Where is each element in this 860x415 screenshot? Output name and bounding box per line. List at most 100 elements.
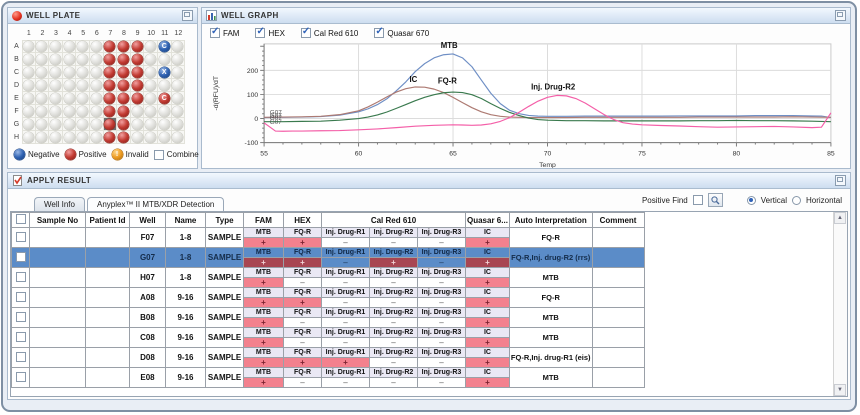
result-cell[interactable]: + bbox=[369, 257, 418, 268]
tab-anyplex-detection[interactable]: Anyplex™ II MTB/XDR Detection bbox=[86, 197, 225, 211]
well-D12-empty[interactable] bbox=[172, 79, 184, 91]
well-B11-empty[interactable] bbox=[158, 53, 170, 65]
row-checkbox[interactable] bbox=[15, 371, 26, 382]
plate-cell-G11[interactable] bbox=[157, 118, 172, 131]
type-cell[interactable]: SAMPLE bbox=[205, 347, 244, 368]
result-cell[interactable]: + bbox=[283, 357, 322, 368]
vertical-radio[interactable] bbox=[746, 195, 756, 205]
plate-cell-A12[interactable] bbox=[171, 40, 186, 53]
result-cell[interactable]: + bbox=[243, 357, 284, 368]
plate-cell-G9[interactable] bbox=[130, 118, 145, 131]
plate-cell-F5[interactable] bbox=[76, 105, 90, 118]
well-D11-empty[interactable] bbox=[158, 79, 170, 91]
result-cell[interactable]: – bbox=[417, 377, 466, 388]
well-E8-positive[interactable] bbox=[117, 92, 129, 104]
well-F7-positive[interactable] bbox=[104, 105, 116, 117]
target-cell[interactable]: Inj. Drug-R2 bbox=[369, 267, 418, 278]
result-cell[interactable]: + bbox=[283, 297, 322, 308]
well-H4-empty[interactable] bbox=[63, 131, 75, 143]
channel-checkbox[interactable] bbox=[210, 26, 220, 38]
result-cell[interactable]: + bbox=[283, 237, 322, 248]
well-B10-empty[interactable] bbox=[145, 53, 157, 65]
type-cell[interactable]: SAMPLE bbox=[205, 307, 244, 328]
patient-id-cell[interactable] bbox=[85, 287, 130, 308]
name-cell[interactable]: 9-16 bbox=[165, 367, 206, 388]
patient-id-cell[interactable] bbox=[85, 267, 130, 288]
result-values-row[interactable]: + – – – – + bbox=[12, 377, 645, 388]
well-cell[interactable]: D08 bbox=[129, 347, 166, 368]
plate-cell-E8[interactable] bbox=[117, 92, 131, 105]
result-cell[interactable]: + bbox=[465, 317, 510, 328]
col-header[interactable]: Sample No bbox=[29, 212, 86, 228]
plate-cell-A8[interactable] bbox=[117, 40, 131, 53]
type-cell[interactable]: SAMPLE bbox=[205, 227, 244, 248]
channel-checkbox[interactable] bbox=[374, 26, 385, 38]
result-cell[interactable]: – bbox=[417, 357, 466, 368]
auto-interpretation-cell[interactable]: MTB bbox=[508, 307, 593, 328]
well-F11-empty[interactable] bbox=[158, 105, 170, 117]
result-cell[interactable]: – bbox=[417, 317, 466, 328]
sample-no-cell[interactable] bbox=[29, 327, 86, 348]
plate-cell-D11[interactable] bbox=[157, 79, 172, 92]
sample-no-cell[interactable] bbox=[29, 227, 86, 248]
result-cell[interactable]: – bbox=[321, 257, 370, 268]
plate-cell-D10[interactable] bbox=[144, 79, 158, 92]
well-F10-empty[interactable] bbox=[145, 105, 157, 117]
plate-cell-B1[interactable] bbox=[22, 53, 36, 66]
auto-interpretation-cell[interactable]: FQ-R,Inj. drug-R2 (rrs) bbox=[508, 247, 593, 268]
name-cell[interactable]: 9-16 bbox=[165, 347, 206, 368]
well-C1-empty[interactable] bbox=[23, 66, 35, 78]
plate-cell-C8[interactable] bbox=[117, 66, 131, 79]
plate-cell-D2[interactable] bbox=[35, 79, 50, 92]
well-D4-empty[interactable] bbox=[63, 79, 75, 91]
plate-cell-H11[interactable] bbox=[157, 131, 172, 144]
comment-cell[interactable] bbox=[591, 367, 645, 388]
plate-cell-H8[interactable] bbox=[117, 131, 131, 144]
plate-cell-H5[interactable] bbox=[76, 131, 90, 144]
well-D6-empty[interactable] bbox=[90, 79, 102, 91]
combine-checkbox[interactable] bbox=[153, 149, 164, 160]
result-row-D08[interactable]: D08 9-16 SAMPLE MTB FQ-R Inj. Drug-R1 Inj. Dru… bbox=[11, 347, 645, 368]
apply-result-collapse-button[interactable] bbox=[835, 175, 846, 186]
type-cell[interactable]: SAMPLE bbox=[205, 287, 244, 308]
target-cell[interactable]: FQ-R bbox=[283, 247, 322, 258]
plate-cell-D8[interactable] bbox=[117, 79, 131, 92]
result-cell[interactable]: – bbox=[417, 337, 466, 348]
name-cell[interactable]: 9-16 bbox=[165, 307, 206, 328]
result-row-B08[interactable]: B08 9-16 SAMPLE MTB FQ-R Inj. Drug-R1 Inj. Dru… bbox=[11, 307, 645, 328]
target-cell[interactable]: Inj. Drug-R1 bbox=[321, 367, 370, 378]
result-row-G07[interactable]: G07 1-8 SAMPLE MTB FQ-R Inj. Drug-R1 Inj. Drug… bbox=[11, 247, 645, 268]
result-cell[interactable]: – bbox=[283, 317, 322, 328]
result-row-C08[interactable]: C08 9-16 SAMPLE MTB FQ-R Inj. Drug-R1 Inj. Dru… bbox=[11, 327, 645, 348]
result-cell[interactable]: – bbox=[369, 317, 418, 328]
dye-col-header[interactable]: Cal Red 610 bbox=[321, 212, 466, 228]
plate-cell-E9[interactable] bbox=[130, 92, 145, 105]
well-G12-empty[interactable] bbox=[172, 118, 184, 130]
result-cell[interactable]: + bbox=[465, 277, 510, 288]
target-cell[interactable]: Inj. Drug-R1 bbox=[321, 347, 370, 358]
plate-cell-C5[interactable] bbox=[76, 66, 90, 79]
result-cell[interactable]: + bbox=[465, 337, 510, 348]
dye-col-header[interactable]: HEX bbox=[283, 212, 322, 228]
target-cell[interactable]: Inj. Drug-R2 bbox=[369, 287, 418, 298]
well-plate-collapse-button[interactable] bbox=[182, 10, 193, 21]
plate-cell-H12[interactable] bbox=[171, 131, 186, 144]
well-graph-collapse-button[interactable] bbox=[835, 10, 846, 21]
target-cell[interactable]: Inj. Drug-R1 bbox=[321, 267, 370, 278]
target-cell[interactable]: MTB bbox=[243, 327, 284, 338]
well-E4-empty[interactable] bbox=[63, 92, 75, 104]
target-cell[interactable]: FQ-R bbox=[283, 267, 322, 278]
well-G11-empty[interactable] bbox=[158, 118, 170, 130]
row-checkbox[interactable] bbox=[15, 291, 26, 302]
well-A4-empty[interactable] bbox=[63, 41, 75, 52]
well-G9-empty[interactable] bbox=[131, 118, 143, 130]
target-cell[interactable]: Inj. Drug-R2 bbox=[369, 307, 418, 318]
positive-find-checkbox[interactable] bbox=[692, 195, 703, 205]
plate-cell-G10[interactable] bbox=[144, 118, 158, 131]
plate-cell-A11[interactable]: C bbox=[157, 40, 172, 53]
patient-id-cell[interactable] bbox=[85, 227, 130, 248]
plate-cell-F7[interactable] bbox=[103, 105, 118, 118]
plate-cell-D5[interactable] bbox=[76, 79, 90, 92]
plate-cell-B9[interactable] bbox=[130, 53, 145, 66]
target-cell[interactable]: Inj. Drug-R3 bbox=[417, 247, 466, 258]
